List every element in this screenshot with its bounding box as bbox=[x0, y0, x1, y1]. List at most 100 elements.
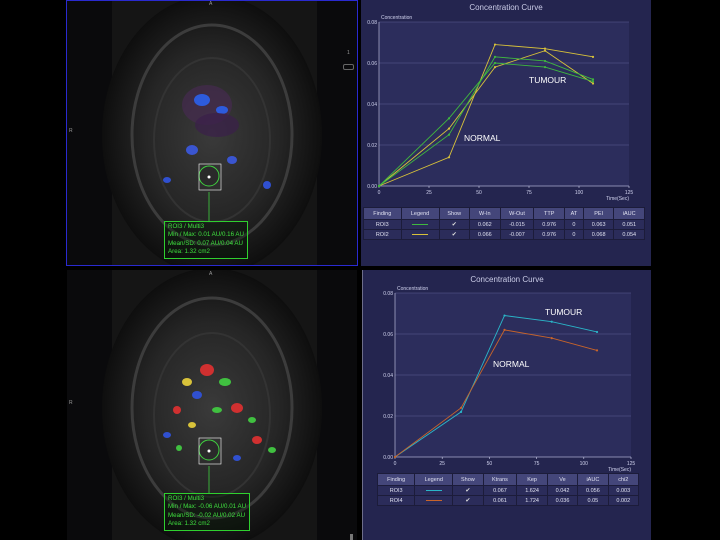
value-cell: 1.724 bbox=[516, 495, 548, 506]
legend-swatch bbox=[412, 233, 428, 235]
col-header: W-Out bbox=[499, 207, 535, 220]
col-header: chi2 bbox=[607, 473, 640, 486]
col-header: Show bbox=[438, 207, 471, 220]
data-point bbox=[591, 55, 595, 58]
check-icon: ✔ bbox=[465, 488, 471, 494]
data-point bbox=[447, 117, 451, 120]
y-tick-label: 0.08 bbox=[367, 20, 377, 26]
x-tick-label: 125 bbox=[625, 190, 634, 196]
x-tick-label: 25 bbox=[426, 190, 432, 196]
value-cell: 0.066 bbox=[469, 229, 501, 240]
top-concentration-chart: 0.00 0.02 0.04 0.06 0.08 0 25 50 75 100 125 Concent… bbox=[367, 15, 634, 202]
x-tick-label: 50 bbox=[476, 190, 482, 196]
value-cell: -0.015 bbox=[499, 219, 535, 230]
y-tick-label: 0.00 bbox=[383, 455, 393, 461]
x-axis-label: Time(Sec) bbox=[606, 196, 629, 202]
table-row[interactable]: ROI4 ✔ 0.061 1.724 0.036 0.05 0.002 bbox=[376, 495, 640, 506]
y-tick-label: 0.02 bbox=[383, 414, 393, 420]
col-header: PEI bbox=[582, 207, 615, 220]
col-header: Finding bbox=[363, 207, 402, 220]
value-cell: 0 bbox=[563, 219, 584, 230]
legend-swatch bbox=[425, 499, 442, 501]
data-point bbox=[393, 455, 397, 459]
value-cell: 0 bbox=[563, 229, 584, 240]
x-tick-label: 50 bbox=[487, 461, 493, 467]
col-header: W-In bbox=[469, 207, 501, 220]
y-tick-label: 0.04 bbox=[383, 373, 393, 379]
data-point bbox=[493, 66, 497, 69]
bottom-mri-image bbox=[102, 270, 322, 540]
bottom-roi-table: Finding Legend Show Ktrans Kep Ve iAUC c… bbox=[376, 473, 640, 506]
legend-cell bbox=[414, 485, 454, 496]
legend-cell bbox=[414, 495, 454, 506]
orientation-left-label: R bbox=[69, 128, 73, 134]
data-point bbox=[595, 349, 599, 352]
side-marker: 1 bbox=[347, 50, 350, 56]
bottom-concentration-chart: 0.00 0.02 0.04 0.06 0.08 0 25 50 75 100 125 Concent… bbox=[383, 286, 635, 473]
roi-min-max: Min / Max: 0.01 AU/0.16 AU bbox=[168, 231, 245, 239]
value-cell: 0.061 bbox=[482, 495, 518, 506]
orientation-top-label: A bbox=[209, 271, 213, 277]
legend-cell bbox=[400, 229, 440, 240]
bottom-mri-viewport[interactable]: A R ROI3 / Multi3 Min / Max: -0.06 AU/0.… bbox=[67, 270, 357, 540]
check-icon: ✔ bbox=[451, 222, 457, 228]
data-point bbox=[591, 78, 595, 81]
table-row[interactable]: ROI3 ✔ 0.067 1.624 0.042 0.056 0.003 bbox=[376, 485, 640, 496]
show-checkbox[interactable]: ✔ bbox=[452, 485, 484, 496]
value-cell: 0.054 bbox=[613, 229, 645, 240]
top-mri-viewport[interactable]: A R ROI3 / Multi3 Min / Max: 0.01 AU/0.1… bbox=[67, 0, 357, 266]
scroll-handle[interactable] bbox=[350, 534, 353, 540]
roi-min-max: Min / Max: -0.06 AU/0.01 AU bbox=[168, 503, 247, 511]
roi-label: ROI3 / Multi3 bbox=[168, 495, 205, 502]
data-point bbox=[459, 410, 463, 413]
value-cell: 0.063 bbox=[582, 219, 615, 230]
data-point bbox=[550, 337, 553, 340]
top-mri-image bbox=[102, 0, 322, 266]
collapse-handle[interactable] bbox=[343, 64, 354, 70]
roi-label: ROI3 / Multi3 bbox=[168, 223, 205, 230]
table-header-row: Finding Legend Show W-In W-Out TTP AT PE… bbox=[363, 207, 645, 220]
table-row[interactable]: ROI2 ✔ 0.066 -0.007 0.976 0 0.068 0.054 bbox=[363, 229, 645, 240]
col-header: Kep bbox=[516, 473, 548, 486]
x-tick-label: 75 bbox=[534, 461, 540, 467]
legend-swatch bbox=[412, 223, 428, 225]
value-cell: 1.624 bbox=[516, 485, 548, 496]
col-header: Legend bbox=[414, 473, 454, 486]
roi-mean-sd: Mean/SD: -0.02 AU/0.02 AU bbox=[168, 511, 246, 519]
y-tick-label: 0.06 bbox=[367, 61, 377, 67]
x-tick-label: 100 bbox=[580, 461, 589, 467]
finding-cell: ROI2 bbox=[363, 229, 402, 240]
y-tick-label: 0.06 bbox=[383, 332, 393, 338]
value-cell: 0.051 bbox=[613, 219, 645, 230]
table-header-row: Finding Legend Show Ktrans Kep Ve iAUC c… bbox=[376, 473, 640, 486]
value-cell: 0.067 bbox=[482, 485, 518, 496]
value-cell: 0.042 bbox=[546, 485, 579, 496]
col-header: Show bbox=[452, 473, 484, 486]
value-cell: 0.068 bbox=[582, 229, 615, 240]
y-tick-label: 0.00 bbox=[367, 184, 377, 190]
col-header: Ktrans bbox=[482, 473, 518, 486]
show-checkbox[interactable]: ✔ bbox=[452, 495, 484, 506]
x-axis-label: Time(Sec) bbox=[608, 467, 631, 473]
data-point bbox=[493, 61, 497, 65]
roi-mean-sd: Mean/SD: 0.07 AU/0.04 AU bbox=[168, 239, 243, 247]
data-point bbox=[377, 184, 381, 188]
finding-cell: ROI3 bbox=[376, 485, 416, 496]
col-header: iAUC bbox=[577, 473, 609, 486]
data-point bbox=[503, 314, 506, 317]
chart-annotation: NORMAL bbox=[493, 359, 530, 369]
data-point bbox=[447, 156, 451, 159]
check-icon: ✔ bbox=[465, 498, 471, 504]
data-point bbox=[550, 320, 553, 323]
col-header: iAUC bbox=[613, 207, 645, 220]
value-cell: -0.007 bbox=[499, 229, 535, 240]
show-checkbox[interactable]: ✔ bbox=[438, 229, 471, 240]
x-tick-label: 25 bbox=[439, 461, 445, 467]
table-row[interactable]: ROI3 ✔ 0.062 -0.015 0.976 0 0.063 0.051 bbox=[363, 219, 645, 230]
x-tick-label: 100 bbox=[575, 190, 584, 196]
top-roi-table: Finding Legend Show W-In W-Out TTP AT PE… bbox=[363, 207, 645, 240]
show-checkbox[interactable]: ✔ bbox=[438, 219, 471, 230]
value-cell: 0.002 bbox=[607, 495, 640, 506]
chart-annotation: TUMOUR bbox=[529, 75, 566, 85]
finding-cell: ROI4 bbox=[376, 495, 416, 506]
